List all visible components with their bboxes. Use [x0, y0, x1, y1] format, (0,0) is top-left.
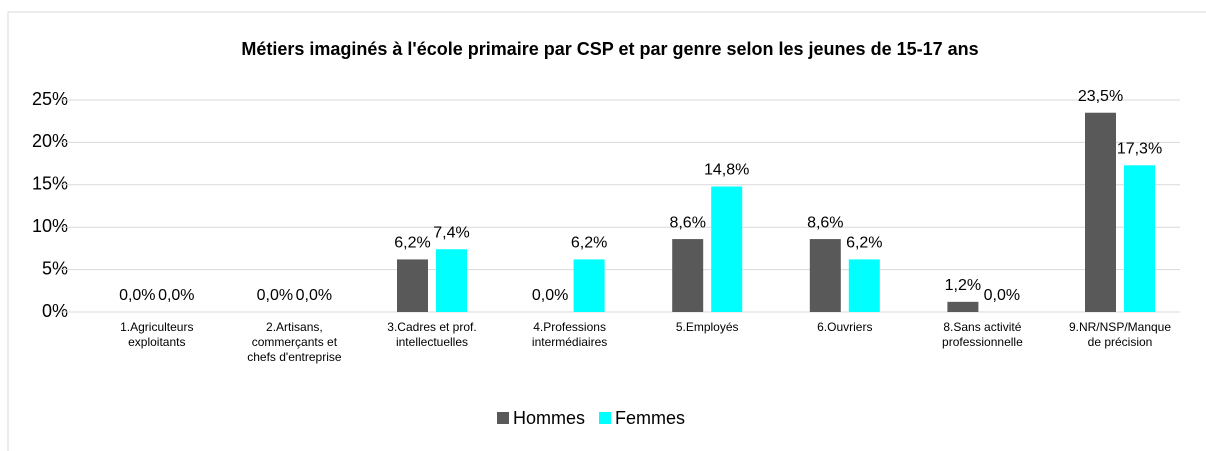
value-label: 8,6% — [807, 214, 843, 231]
value-label: 6,2% — [846, 235, 882, 252]
x-tick-label: 9.NR/NSP/Manque de précision — [1068, 320, 1172, 349]
bar — [573, 259, 605, 312]
bar — [397, 259, 428, 312]
value-label: 0,0% — [984, 287, 1020, 304]
x-tick-label: 4.Professions intermédiaires — [531, 320, 608, 349]
bar — [436, 249, 467, 312]
value-label: 0,0% — [119, 287, 155, 304]
chart-border — [7, 11, 1206, 451]
value-label: 6,2% — [571, 235, 607, 252]
value-label: 1,2% — [945, 277, 981, 294]
chart-title: Métiers imaginés à l'école primaire par … — [241, 39, 978, 59]
value-label: 0,0% — [532, 287, 568, 304]
y-tick-label: 0% — [42, 301, 68, 321]
value-label: 6,2% — [394, 235, 430, 252]
x-tick-label: 1.Agriculteurs exploitants — [120, 320, 194, 349]
x-tick-label: 5.Employés — [675, 320, 739, 334]
x-tick-label: 2.Artisans, commerçants et chefs d'entre… — [247, 320, 342, 364]
y-tick-label: 25% — [32, 89, 68, 109]
bar — [1085, 112, 1116, 312]
legend-label: Femmes — [615, 408, 685, 428]
value-label: 7,4% — [433, 224, 469, 241]
bar — [672, 239, 704, 312]
bar — [711, 186, 743, 312]
bar — [809, 239, 841, 312]
y-tick-label: 5% — [42, 258, 68, 278]
value-label: 17,3% — [1117, 141, 1162, 158]
bar — [1124, 165, 1155, 312]
value-label: 23,5% — [1078, 88, 1123, 105]
x-tick-label: 3.Cadres et prof. intellectuelles — [387, 320, 477, 349]
legend-label: Hommes — [513, 408, 585, 428]
value-label: 0,0% — [158, 287, 194, 304]
y-tick-label: 10% — [32, 216, 68, 236]
legend-swatch — [599, 412, 612, 424]
value-label: 14,8% — [704, 162, 749, 179]
value-label: 0,0% — [257, 287, 293, 304]
value-label: 8,6% — [669, 214, 705, 231]
bar — [848, 259, 880, 312]
y-tick-label: 15% — [32, 174, 68, 194]
legend-swatch — [497, 412, 509, 424]
bar — [947, 301, 979, 312]
x-tick-label: 6.Ouvriers — [817, 320, 873, 334]
value-label: 0,0% — [296, 287, 332, 304]
y-tick-label: 20% — [32, 131, 68, 151]
x-tick-label: 8.Sans activité professionnelle — [942, 320, 1023, 349]
